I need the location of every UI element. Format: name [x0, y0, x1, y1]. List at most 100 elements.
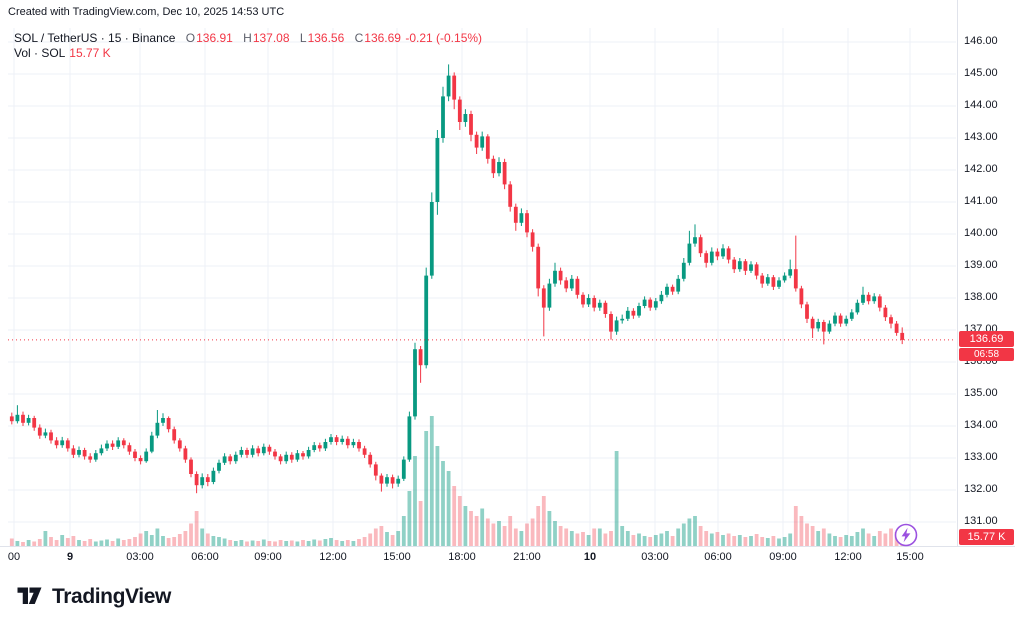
- candle-body[interactable]: [653, 301, 658, 308]
- candle-body[interactable]: [15, 414, 20, 422]
- candle-body[interactable]: [777, 280, 781, 287]
- candle-body[interactable]: [368, 454, 373, 465]
- candle-body[interactable]: [222, 456, 227, 463]
- candle-body[interactable]: [810, 318, 815, 329]
- candle-body[interactable]: [569, 278, 574, 289]
- candle-body[interactable]: [597, 302, 602, 308]
- candle-body[interactable]: [228, 456, 233, 462]
- candle-body[interactable]: [301, 453, 305, 457]
- candle-body[interactable]: [77, 450, 81, 455]
- candle-body[interactable]: [413, 349, 417, 417]
- candle-body[interactable]: [637, 306, 641, 316]
- candle-body[interactable]: [525, 213, 529, 233]
- candle-body[interactable]: [861, 294, 865, 303]
- candle-body[interactable]: [519, 213, 524, 223]
- candle-body[interactable]: [838, 315, 843, 324]
- candle-body[interactable]: [704, 253, 709, 263]
- candle-body[interactable]: [793, 269, 798, 289]
- candle-body[interactable]: [670, 286, 675, 292]
- candle-body[interactable]: [799, 288, 804, 305]
- candle-body[interactable]: [581, 294, 585, 305]
- candle-body[interactable]: [32, 418, 37, 428]
- candle-body[interactable]: [625, 310, 630, 319]
- candle-body[interactable]: [821, 322, 826, 332]
- candle-body[interactable]: [239, 450, 244, 455]
- candle-body[interactable]: [681, 262, 686, 279]
- candle-body[interactable]: [334, 437, 339, 442]
- candle-body[interactable]: [715, 251, 720, 257]
- candle-body[interactable]: [771, 277, 776, 287]
- candle-body[interactable]: [37, 427, 42, 436]
- candle-body[interactable]: [323, 442, 328, 449]
- candle-body[interactable]: [99, 448, 104, 454]
- candle-body[interactable]: [749, 264, 753, 271]
- candle-body[interactable]: [284, 454, 289, 462]
- candle-body[interactable]: [469, 114, 473, 135]
- candle-body[interactable]: [88, 456, 93, 460]
- candle-body[interactable]: [54, 440, 59, 446]
- lightning-marker-icon[interactable]: [893, 522, 919, 553]
- candle-body[interactable]: [877, 296, 882, 308]
- candle-body[interactable]: [855, 302, 860, 313]
- candle-body[interactable]: [245, 450, 249, 455]
- candle-body[interactable]: [273, 451, 277, 457]
- candle-body[interactable]: [609, 314, 613, 332]
- tradingview-logo[interactable]: TradingView: [16, 583, 171, 610]
- candle-body[interactable]: [480, 136, 485, 148]
- candle-body[interactable]: [267, 446, 272, 452]
- candle-body[interactable]: [541, 288, 546, 308]
- candle-body[interactable]: [441, 96, 445, 138]
- candle-body[interactable]: [351, 442, 356, 446]
- candle-body[interactable]: [306, 450, 311, 457]
- candle-body[interactable]: [894, 323, 899, 333]
- candle-body[interactable]: [161, 418, 165, 423]
- candle-body[interactable]: [407, 416, 412, 460]
- candle-body[interactable]: [172, 429, 177, 441]
- candle-body[interactable]: [256, 448, 261, 454]
- candle-body[interactable]: [508, 184, 513, 207]
- candle-body[interactable]: [866, 294, 871, 302]
- candle-body[interactable]: [396, 478, 401, 484]
- candle-body[interactable]: [362, 448, 367, 455]
- candle-body[interactable]: [564, 280, 569, 289]
- candle-body[interactable]: [732, 259, 737, 270]
- candle-body[interactable]: [648, 299, 653, 308]
- candle-body[interactable]: [116, 440, 121, 447]
- candle-body[interactable]: [424, 275, 429, 366]
- candle-body[interactable]: [502, 162, 507, 185]
- candle-body[interactable]: [463, 114, 468, 122]
- candle-body[interactable]: [844, 318, 849, 324]
- candle-body[interactable]: [709, 251, 714, 263]
- candle-body[interactable]: [827, 323, 832, 332]
- candle-body[interactable]: [889, 317, 893, 324]
- candle-body[interactable]: [149, 435, 154, 452]
- candle-body[interactable]: [698, 237, 703, 254]
- candle-body[interactable]: [788, 269, 793, 276]
- candle-body[interactable]: [676, 278, 681, 292]
- candle-body[interactable]: [278, 456, 283, 462]
- candle-body[interactable]: [457, 99, 462, 122]
- candle-body[interactable]: [754, 264, 759, 276]
- candle-body[interactable]: [345, 438, 350, 446]
- candle-body[interactable]: [452, 75, 457, 100]
- candle-body[interactable]: [217, 462, 221, 471]
- candle-body[interactable]: [530, 232, 535, 247]
- volume-row-label[interactable]: Vol · SOL: [14, 46, 65, 60]
- candle-body[interactable]: [429, 202, 434, 276]
- symbol-title[interactable]: SOL / TetherUS · 15 · Binance: [14, 31, 176, 45]
- candle-body[interactable]: [536, 246, 541, 289]
- candle-body[interactable]: [43, 432, 48, 436]
- candle-body[interactable]: [474, 134, 479, 148]
- candle-body[interactable]: [446, 75, 451, 97]
- candle-body[interactable]: [121, 440, 126, 446]
- candle-body[interactable]: [401, 459, 406, 479]
- candle-body[interactable]: [872, 296, 877, 302]
- candle-body[interactable]: [200, 477, 205, 486]
- candle-body[interactable]: [782, 275, 787, 281]
- candle-body[interactable]: [329, 437, 333, 442]
- candle-body[interactable]: [642, 299, 647, 306]
- candle-body[interactable]: [547, 283, 552, 308]
- candle-body[interactable]: [665, 286, 669, 295]
- candle-body[interactable]: [721, 248, 725, 257]
